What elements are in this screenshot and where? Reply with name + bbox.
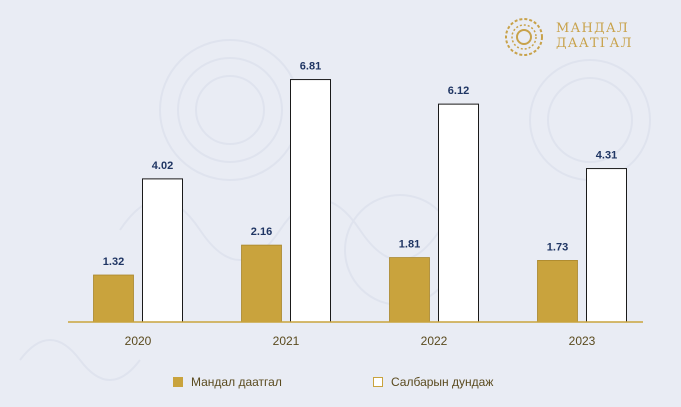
data-label-1-2021: 2.16 bbox=[251, 226, 272, 238]
x-tick-label-2021: 2021 bbox=[273, 334, 300, 348]
bar-1-2021 bbox=[241, 244, 282, 323]
bar-1-2020 bbox=[93, 274, 134, 323]
legend-label-series-2: Салбарын дундаж bbox=[391, 375, 494, 389]
brand-name: МАНДАЛ ДААТГАЛ bbox=[556, 21, 633, 51]
bar-2-2021 bbox=[290, 79, 331, 323]
legend-item-series-1: Мандал даатгал bbox=[173, 375, 282, 389]
data-label-2-2022: 6.12 bbox=[448, 85, 469, 97]
data-label-1-2020: 1.32 bbox=[103, 256, 124, 268]
x-tick-label-2022: 2022 bbox=[421, 334, 448, 348]
data-label-1-2022: 1.81 bbox=[399, 239, 420, 251]
brand-name-line2: ДААТГАЛ bbox=[556, 36, 633, 51]
data-label-2-2023: 4.31 bbox=[596, 150, 617, 162]
bar-2-2022 bbox=[438, 103, 479, 323]
x-tick-label-2023: 2023 bbox=[569, 334, 596, 348]
brand-name-line1: МАНДАЛ bbox=[556, 21, 629, 36]
x-tick-label-2020: 2020 bbox=[125, 334, 152, 348]
data-label-2-2020: 4.02 bbox=[152, 160, 173, 172]
data-label-1-2023: 1.73 bbox=[547, 241, 568, 253]
legend-swatch-gold bbox=[173, 377, 183, 387]
bar-2-2023 bbox=[586, 168, 627, 323]
legend-swatch-white bbox=[373, 377, 383, 387]
data-label-2-2021: 6.81 bbox=[300, 61, 321, 73]
legend: Мандал даатгал Салбарын дундаж bbox=[0, 375, 681, 391]
legend-label-series-1: Мандал даатгал bbox=[191, 375, 282, 389]
bar-1-2022 bbox=[389, 257, 430, 323]
legend-item-series-2: Салбарын дундаж bbox=[373, 375, 493, 389]
bar-2-2020 bbox=[142, 178, 183, 323]
sun-mandala-icon bbox=[505, 18, 543, 56]
brand-logo: МАНДАЛ ДААТГАЛ bbox=[500, 15, 640, 59]
bar-1-2023 bbox=[537, 260, 578, 323]
